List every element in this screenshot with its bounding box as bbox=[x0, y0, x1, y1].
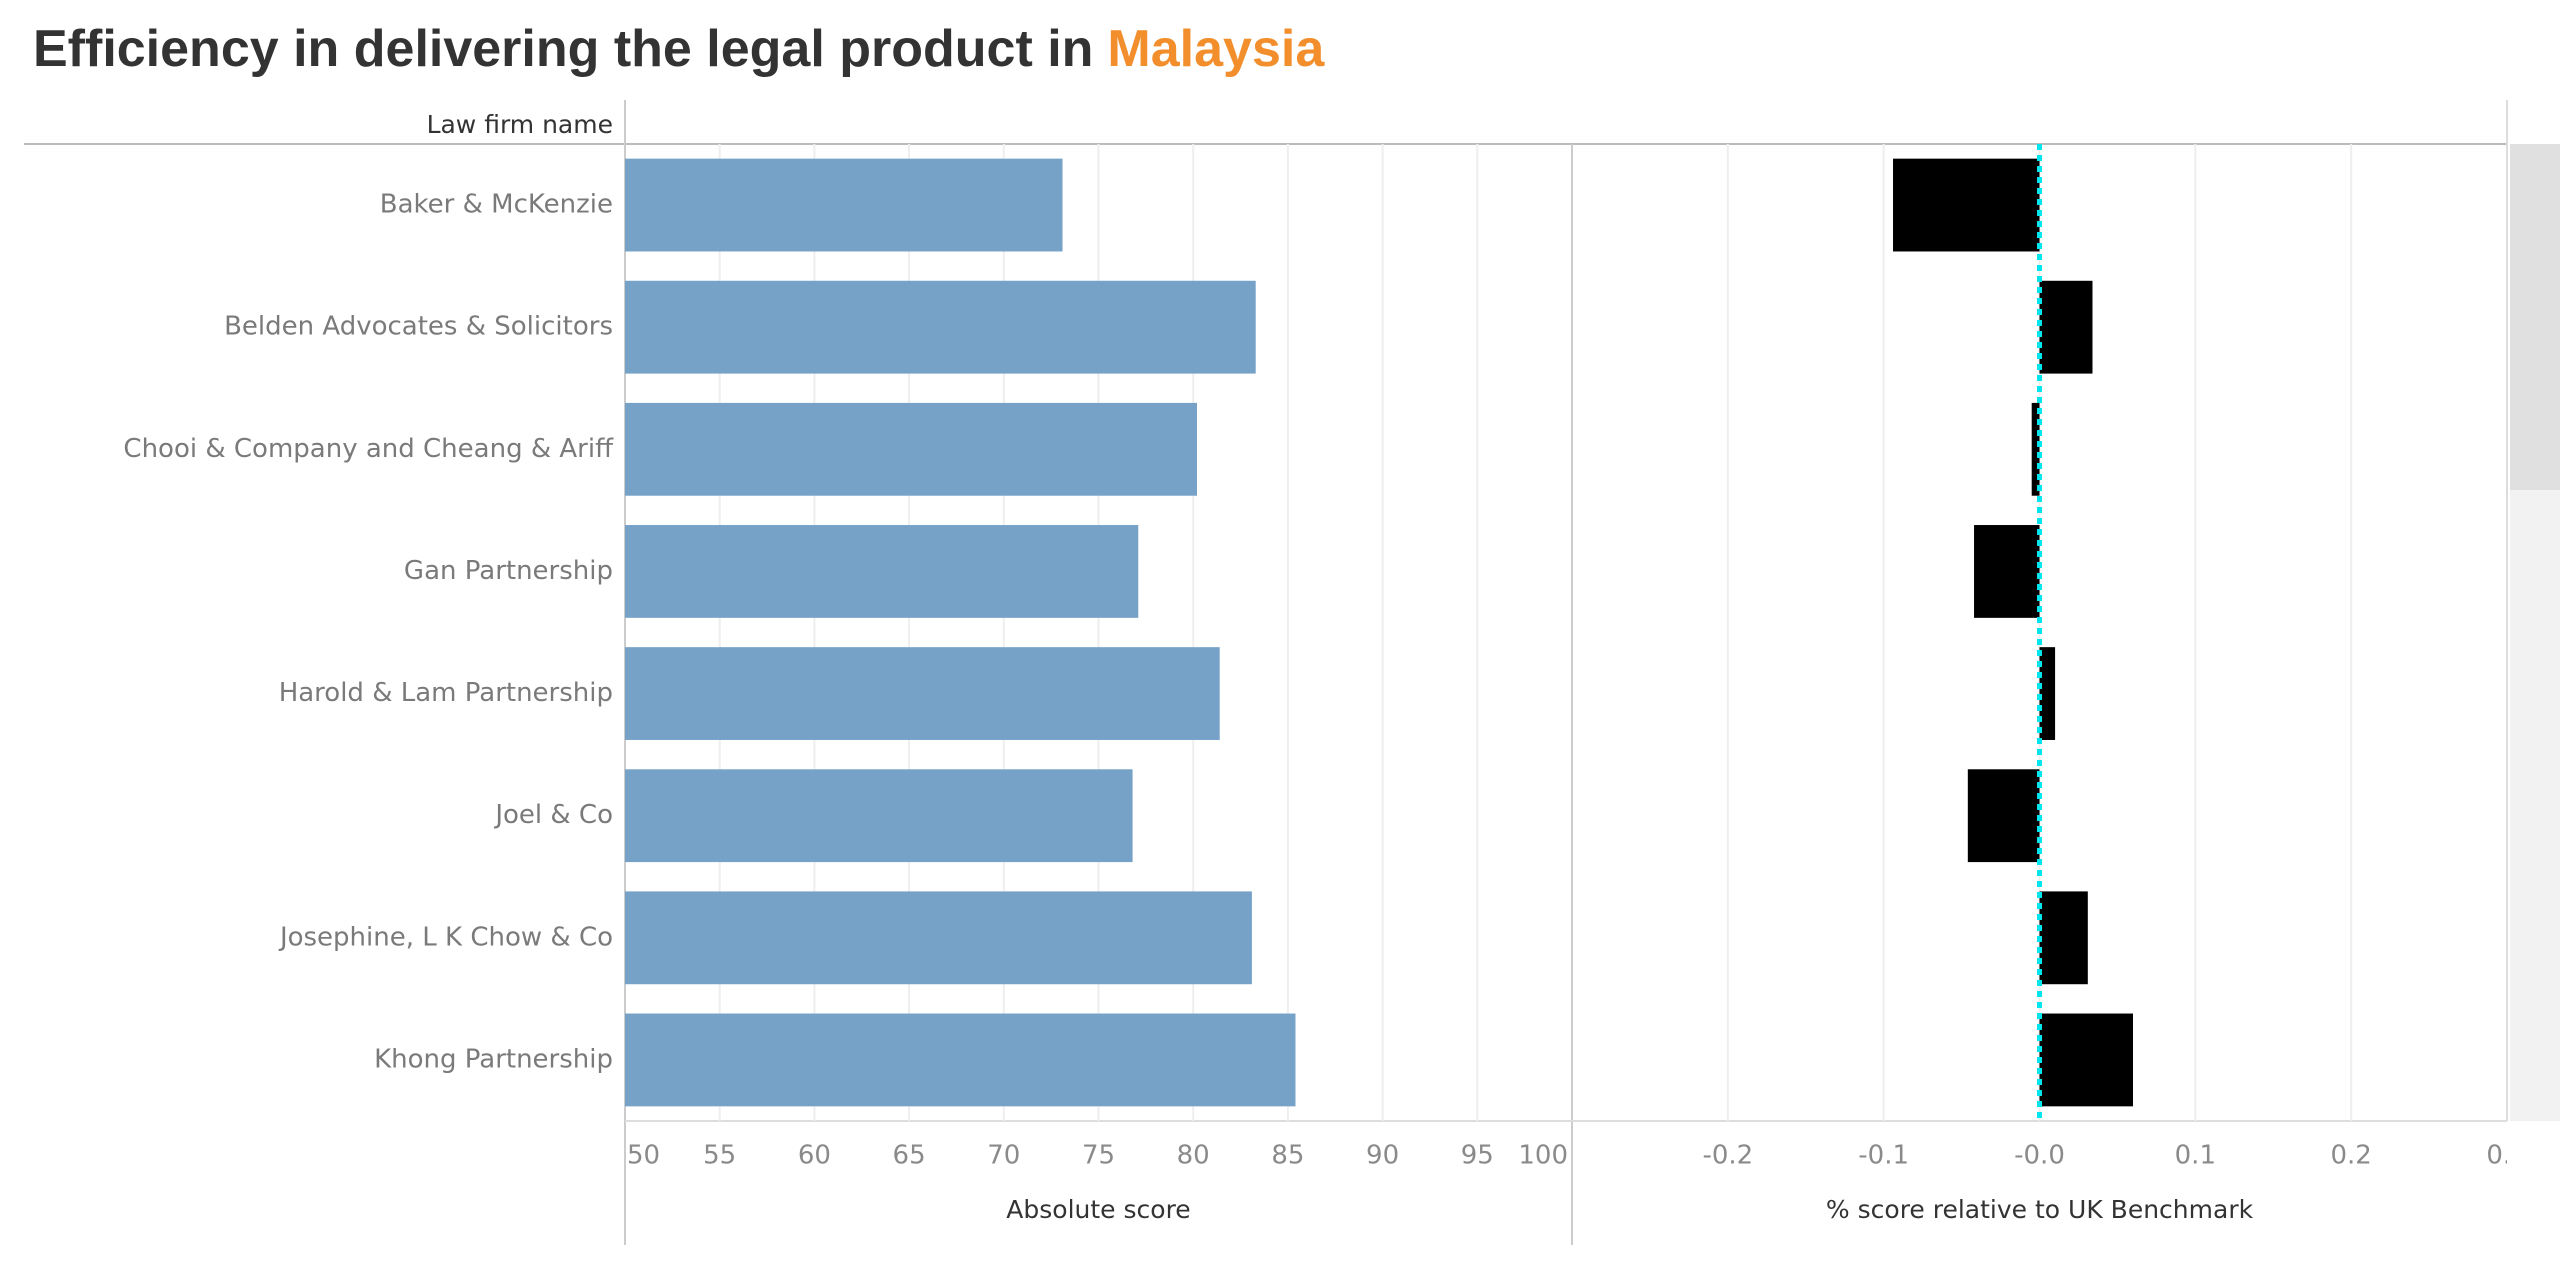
category-label: Josephine, L K Chow & Co bbox=[278, 922, 613, 952]
x-tick-label: 0.2 bbox=[2330, 1141, 2371, 1171]
bar bbox=[625, 158, 1063, 252]
title-text: Efficiency in delivering the legal produ… bbox=[33, 20, 1093, 78]
x-tick-label: 95 bbox=[1461, 1141, 1494, 1171]
x-tick-label: 55 bbox=[703, 1141, 736, 1171]
x-axis-label: % score relative to UK Benchmark bbox=[1826, 1195, 2254, 1224]
x-tick-label: 0.3 bbox=[2486, 1141, 2527, 1171]
bar bbox=[1893, 158, 2040, 252]
x-tick-label: 75 bbox=[1082, 1141, 1115, 1171]
bar bbox=[2039, 891, 2088, 985]
scrollbar-thumb[interactable] bbox=[2510, 144, 2560, 490]
category-label: Joel & Co bbox=[493, 800, 613, 830]
x-axis-label: Absolute score bbox=[1006, 1195, 1190, 1224]
bar bbox=[2031, 402, 2040, 496]
category-label: Baker & McKenzie bbox=[380, 190, 613, 220]
x-tick-label: 100 bbox=[1518, 1141, 1568, 1171]
x-tick-label: 70 bbox=[987, 1141, 1020, 1171]
x-tick-label: -0.2 bbox=[1702, 1141, 1753, 1171]
category-label: Harold & Lam Partnership bbox=[279, 678, 613, 708]
bar bbox=[625, 769, 1133, 863]
title-highlight: Malaysia bbox=[1107, 20, 1325, 78]
chart-title: Efficiency in delivering the legal produ… bbox=[33, 20, 1325, 78]
x-tick-label: -0.0 bbox=[2014, 1141, 2065, 1171]
bar bbox=[625, 402, 1197, 496]
x-tick-label: 0.1 bbox=[2175, 1141, 2216, 1171]
bar bbox=[625, 280, 1256, 374]
bar bbox=[1974, 525, 2040, 618]
x-tick-label: 85 bbox=[1271, 1141, 1304, 1171]
bar bbox=[1967, 769, 2040, 863]
bar bbox=[625, 891, 1252, 985]
category-label: Gan Partnership bbox=[404, 556, 613, 586]
category-label: Khong Partnership bbox=[374, 1044, 613, 1074]
bar bbox=[2039, 647, 2056, 740]
bar bbox=[625, 647, 1220, 740]
x-tick-label: 90 bbox=[1366, 1141, 1399, 1171]
x-tick-label: 60 bbox=[798, 1141, 831, 1171]
category-label: Chooi & Company and Cheang & Ariff bbox=[123, 434, 614, 464]
bar bbox=[2039, 280, 2093, 374]
row-header: Law firm name bbox=[427, 110, 613, 139]
x-tick-label: 50 bbox=[627, 1141, 660, 1171]
x-tick-label: -0.1 bbox=[1858, 1141, 1909, 1171]
bar bbox=[2039, 1013, 2133, 1107]
category-label: Belden Advocates & Solicitors bbox=[224, 312, 613, 342]
bar bbox=[625, 525, 1139, 618]
bar bbox=[625, 1013, 1296, 1107]
x-tick-label: 80 bbox=[1177, 1141, 1210, 1171]
x-tick-label: 65 bbox=[893, 1141, 926, 1171]
